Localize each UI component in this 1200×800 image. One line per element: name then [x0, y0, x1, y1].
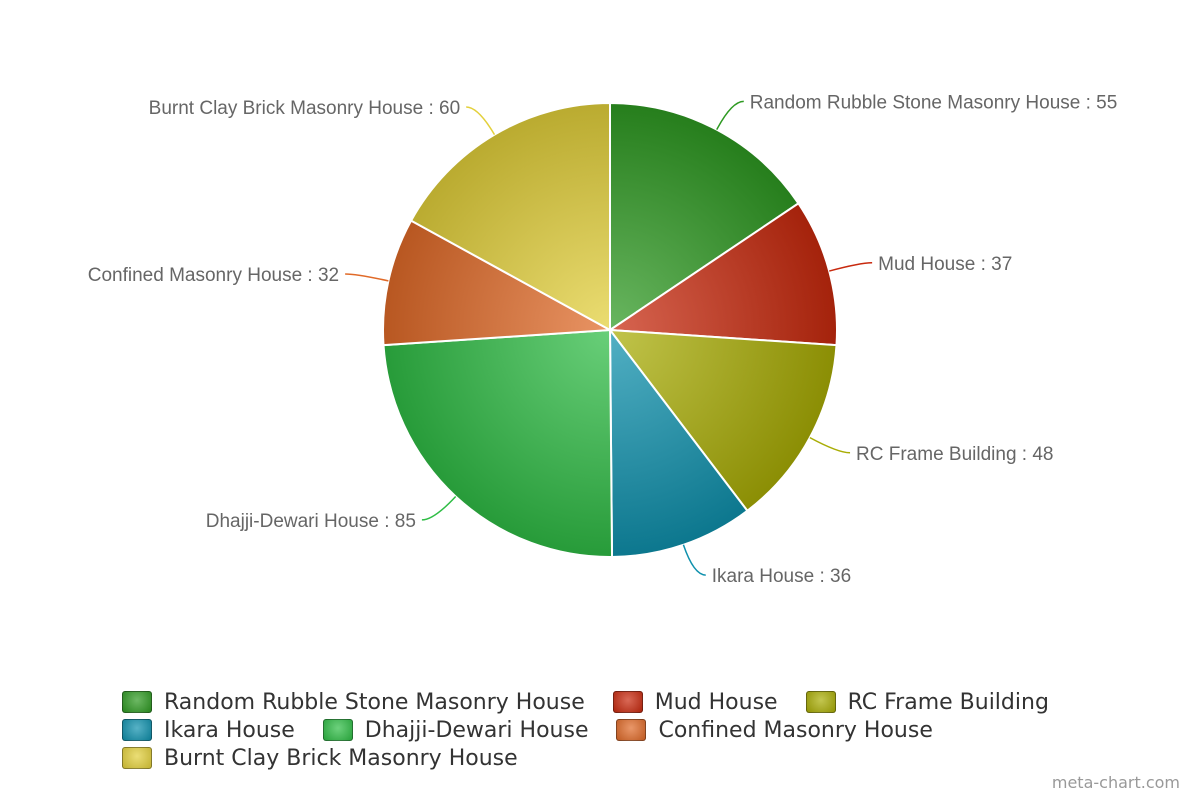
legend-label: Dhajji-Dewari House — [364, 717, 589, 743]
slice-label-burnt-clay-brick-masonry-house: Burnt Clay Brick Masonry House : 60 — [149, 98, 461, 119]
legend-swatch — [612, 691, 643, 713]
pie-slices — [382, 101, 838, 559]
legend-item-random-rubble-stone-masonry-house: Random Rubble Stone Masonry House — [122, 689, 585, 715]
legend-label: Mud House — [654, 689, 778, 715]
legend-swatch — [805, 691, 836, 713]
legend-item-mud-house: Mud House — [612, 689, 778, 715]
slice-label-ikara-house: Ikara House : 36 — [712, 566, 851, 587]
legend-item-dhajji-dewari-house: Dhajji-Dewari House — [322, 717, 589, 743]
pie-slice-burnt-clay-brick-masonry-house — [409, 101, 611, 332]
slice-label-random-rubble-stone-masonry-house: Random Rubble Stone Masonry House : 55 — [750, 92, 1118, 113]
leader-lines — [345, 100, 873, 576]
leader-line-confined-masonry-house — [345, 273, 389, 282]
legend-swatch — [122, 719, 152, 741]
legend-label: Ikara House — [164, 717, 295, 743]
slice-labels: Random Rubble Stone Masonry House : 55 Mu… — [88, 92, 1118, 587]
legend-label: Burnt Clay Brick Masonry House — [164, 745, 518, 771]
watermark: meta-chart.com — [1051, 773, 1180, 792]
pie-slice-random-rubble-stone-masonry-house — [609, 101, 800, 332]
slice-label-rc-frame-building: RC Frame Building : 48 — [856, 444, 1053, 465]
leader-line-mud-house — [829, 262, 873, 272]
slice-label-mud-house: Mud House : 37 — [878, 254, 1012, 275]
legend-swatch — [122, 747, 152, 769]
legend: Random Rubble Stone Masonry House Mud Hou… — [122, 689, 1122, 771]
legend-item-rc-frame-building: RC Frame Building — [805, 689, 1049, 715]
legend-swatch — [616, 719, 647, 741]
leader-line-burnt-clay-brick-masonry-house — [466, 106, 496, 135]
leader-line-dhajji-dewari-house — [421, 495, 457, 521]
legend-swatch — [322, 719, 353, 741]
legend-item-confined-masonry-house: Confined Masonry House — [616, 717, 933, 743]
legend-item-ikara-house: Ikara House — [122, 717, 295, 743]
slice-label-confined-masonry-house: Confined Masonry House : 32 — [88, 265, 339, 286]
leader-line-rc-frame-building — [809, 436, 851, 454]
legend-label: RC Frame Building — [847, 689, 1049, 715]
slice-label-dhajji-dewari-house: Dhajji-Dewari House : 85 — [206, 511, 416, 532]
pie-slice-confined-masonry-house — [382, 219, 614, 347]
pie-slice-ikara-house — [608, 326, 749, 559]
leader-line-ikara-house — [682, 544, 706, 576]
leader-line-random-rubble-stone-masonry-house — [716, 100, 744, 131]
pie-slice-dhajji-dewari-house — [382, 328, 614, 558]
legend-label: Confined Masonry House — [658, 717, 933, 743]
legend-swatch — [122, 691, 152, 713]
legend-label: Random Rubble Stone Masonry House — [164, 689, 585, 715]
legend-item-burnt-clay-brick-masonry-house: Burnt Clay Brick Masonry House — [122, 745, 518, 771]
